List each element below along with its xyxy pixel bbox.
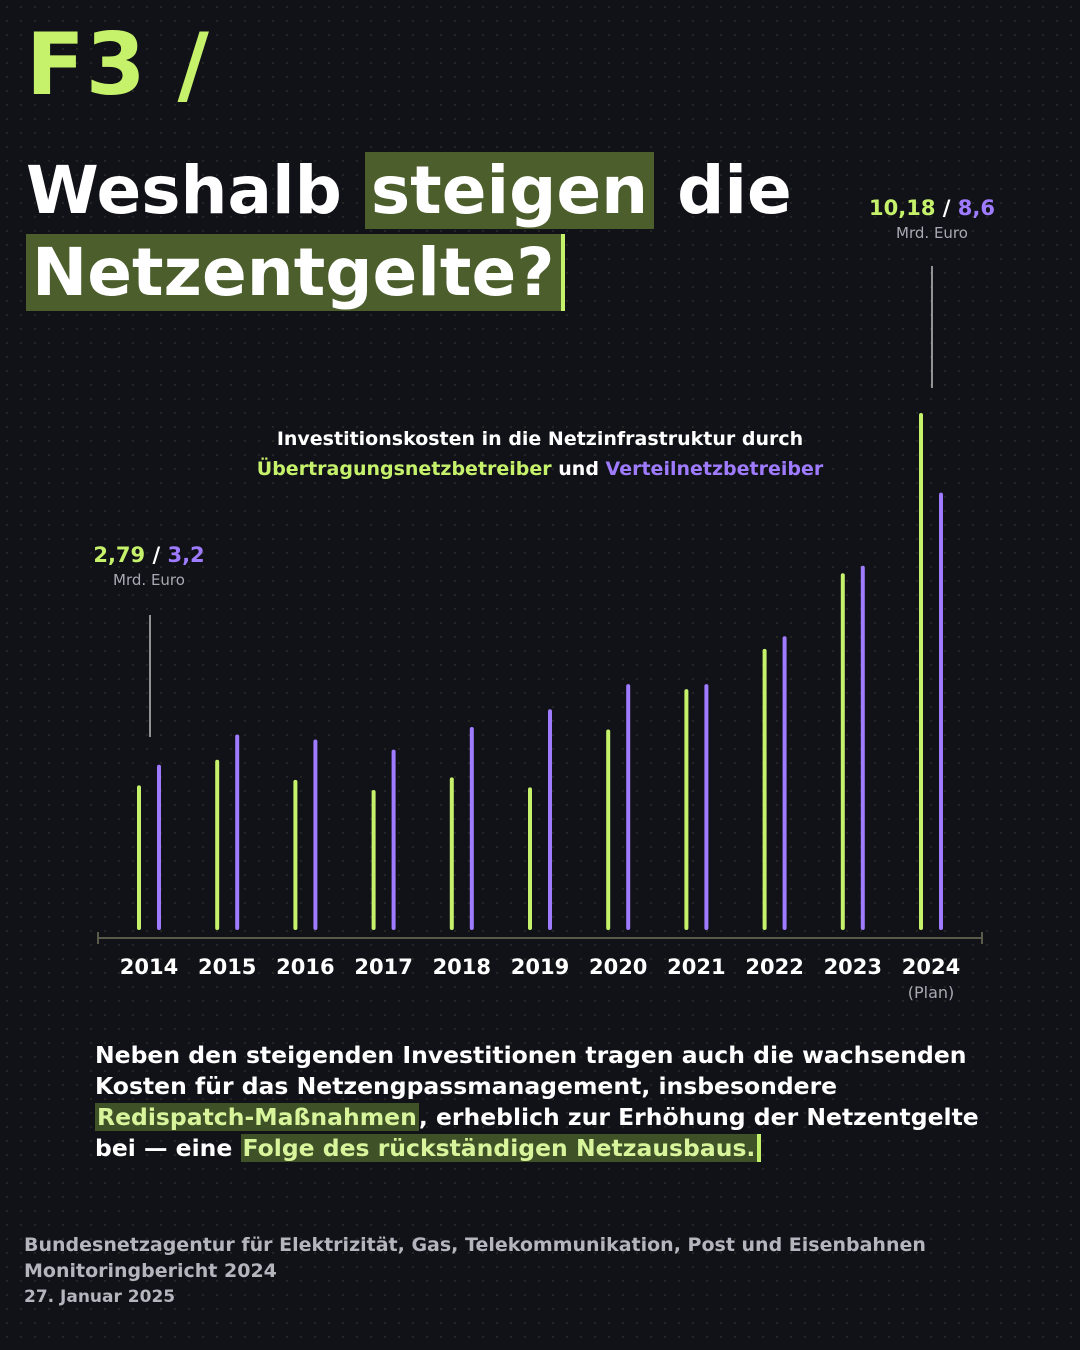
x-tick-label-2017: 2017 [354, 955, 412, 979]
x-tick-label-2024: 2024 [902, 955, 960, 979]
page-title: Weshalb steigen die Netzentgelte? [26, 150, 792, 314]
chart-x-labels: 2014 2015 2016 2017 2018 2019 2020 2021 2022 2023… [120, 955, 960, 1002]
source-line-2: Monitoringbericht 2024 [24, 1260, 277, 1282]
chart-bars [137, 413, 943, 930]
x-tick-label-2019: 2019 [511, 955, 569, 979]
chart-title: Investitionskosten in die Netzinfrastruk… [190, 424, 890, 484]
body-highlight-redispatch: Redispatch-Maßnahmen [95, 1103, 419, 1131]
x-tick-label-2022: 2022 [745, 955, 803, 979]
x-tick-label-2023: 2023 [824, 955, 882, 979]
section-tag: F3 / [26, 15, 210, 115]
x-tick-label-2018: 2018 [433, 955, 491, 979]
x-tick-label-2020: 2020 [589, 955, 647, 979]
legend-series-vnb: Verteilnetzbetreiber [605, 458, 824, 480]
title-part-2: die [654, 152, 792, 229]
title-highlight-steigen: steigen [364, 152, 655, 229]
callout-2024-vnb-value: 8,6 [957, 196, 995, 220]
callout-2014: 2,79 / 3,2 Mrd. Euro [74, 540, 224, 590]
x-tick-label-2014: 2014 [120, 955, 178, 979]
body-text-2: , erheblich zur Erhöhung der Netzentgelt… [95, 1103, 979, 1162]
callout-2024-unit: Mrd. Euro [896, 224, 968, 242]
callout-2014-vnb-value: 3,2 [167, 543, 205, 567]
title-highlight-netzentgelte: Netzentgelte? [26, 234, 565, 311]
x-tick-label-2015: 2015 [198, 955, 256, 979]
body-highlight-netzausbau: Folge des rückständigen Netzausbaus. [240, 1134, 762, 1162]
callout-2024-uenb-value: 10,18 [869, 196, 936, 220]
source-date: 27. Januar 2025 [24, 1287, 176, 1307]
callout-2024: 10,18 / 8,6 Mrd. Euro [857, 193, 1007, 243]
x-tick-label-2016: 2016 [276, 955, 334, 979]
x-tick-note-2024: (Plan) [908, 983, 955, 1002]
legend-connector: und [551, 458, 606, 480]
callout-2014-separator: / [145, 543, 168, 567]
callout-2024-separator: / [935, 196, 958, 220]
callout-2014-unit: Mrd. Euro [113, 571, 185, 589]
title-part-1: Weshalb [26, 152, 365, 229]
body-paragraph: Neben den steigenden Investitionen trage… [95, 1040, 995, 1164]
chart-title-line1: Investitionskosten in die Netzinfrastruk… [276, 428, 804, 450]
callout-2014-uenb-value: 2,79 [93, 543, 146, 567]
x-tick-label-2021: 2021 [667, 955, 725, 979]
legend-series-uenb: Übertragungsnetzbetreiber [256, 458, 552, 480]
chart-legend: Übertragungsnetzbetreiber und Verteilnet… [190, 454, 890, 484]
source-block: Bundesnetzagentur für Elektrizität, Gas,… [24, 1232, 926, 1310]
body-text-1: Neben den steigenden Investitionen trage… [95, 1041, 967, 1100]
source-line-1: Bundesnetzagentur für Elektrizität, Gas,… [24, 1234, 926, 1256]
